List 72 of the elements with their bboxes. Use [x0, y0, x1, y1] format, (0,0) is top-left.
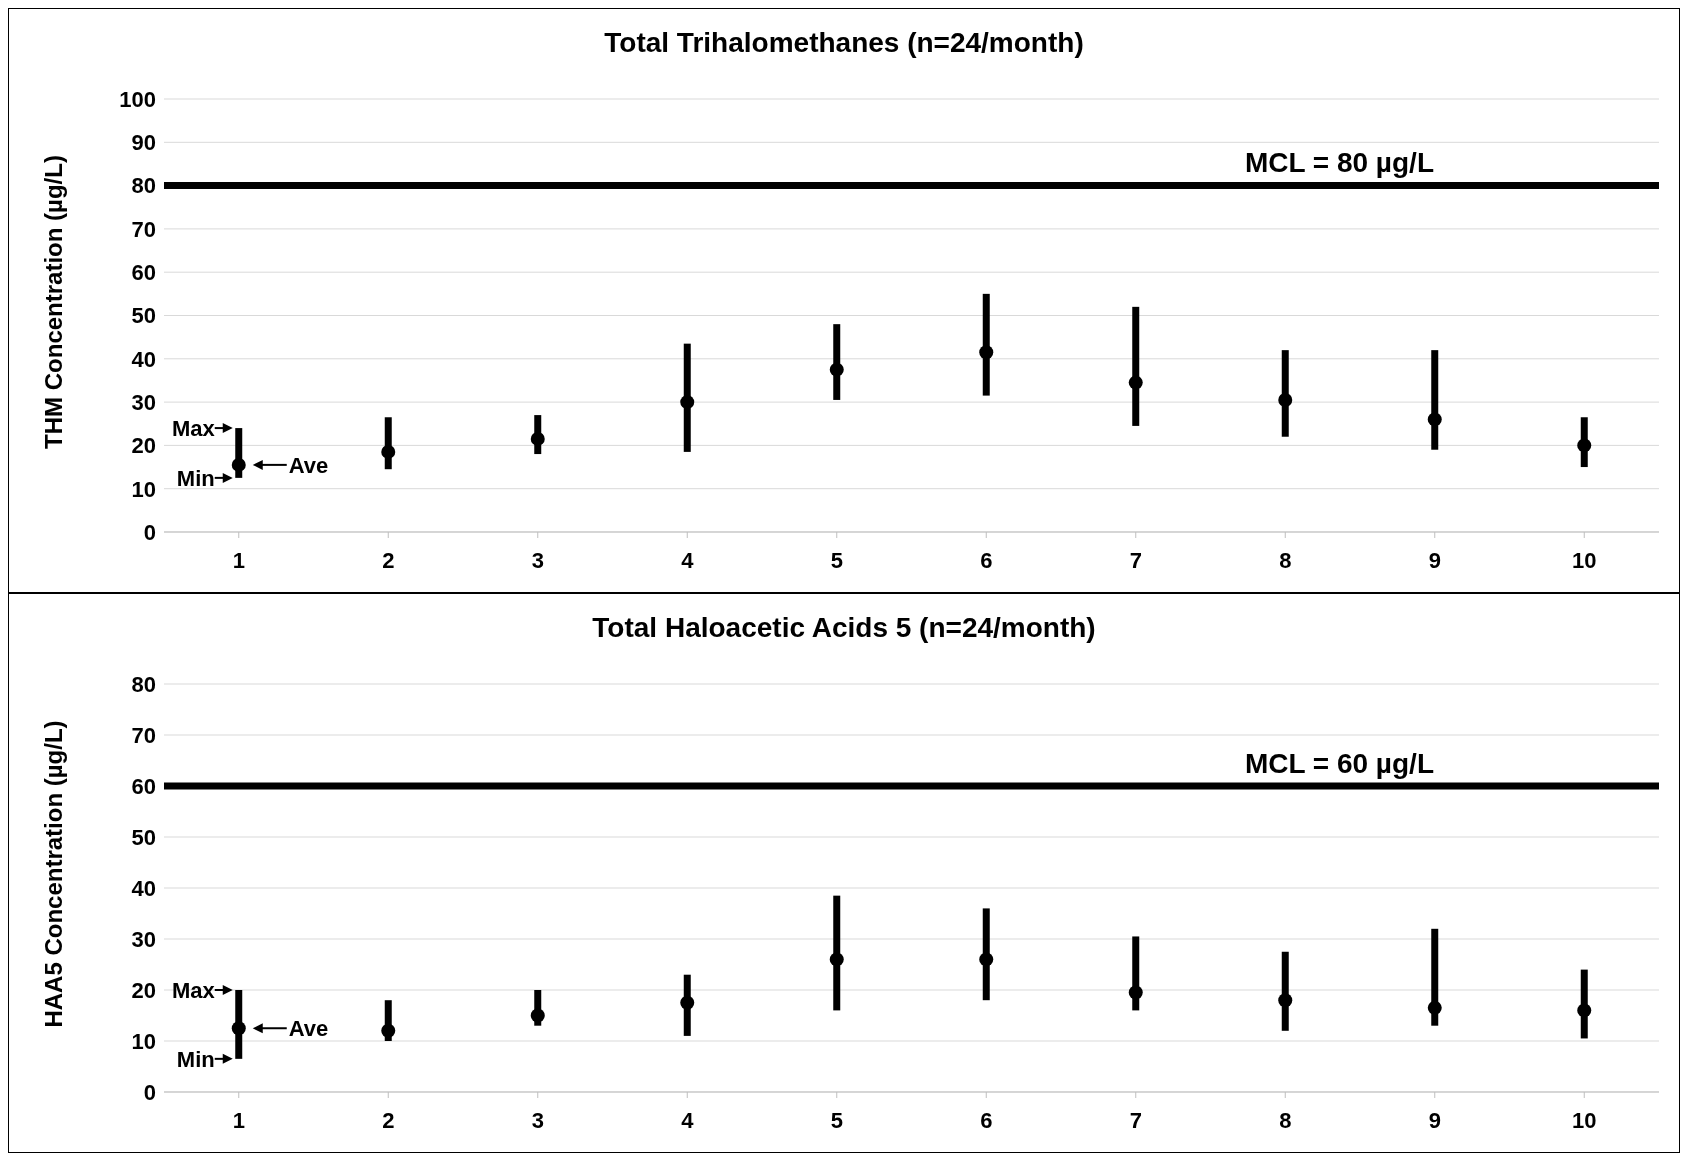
point — [1577, 1003, 1592, 1018]
y-axis-title: HAA5 Concentration (µg/L) — [40, 720, 68, 1028]
y-tick-label: 90 — [131, 130, 156, 156]
point — [1278, 993, 1293, 1008]
chart-title: Total Trihalomethanes (n=24/month) — [603, 27, 1085, 59]
ref-line-label: MCL = 80 µg/L — [1244, 147, 1434, 179]
x-tick-label: 6 — [980, 1107, 993, 1133]
y-tick-label: 60 — [131, 260, 156, 286]
y-tick-label: 70 — [131, 722, 156, 748]
y-tick-label: 0 — [143, 1079, 156, 1105]
x-tick-label: 1 — [232, 1107, 245, 1133]
annotation: Ave — [288, 452, 329, 478]
x-tick-label: 8 — [1279, 1107, 1292, 1133]
y-tick-label: 100 — [119, 86, 156, 112]
x-tick-label: 10 — [1572, 547, 1597, 573]
x-tick-label: 1 — [232, 547, 245, 573]
y-axis-title: THM Concentration (µg/L) — [40, 154, 68, 449]
y-tick-label: 10 — [131, 476, 156, 502]
x-tick-label: 3 — [531, 547, 544, 573]
x-tick-label: 6 — [980, 547, 993, 573]
chart-title: Total Haloacetic Acids 5 (n=24/month) — [591, 612, 1097, 644]
point — [381, 1023, 396, 1038]
point — [1128, 375, 1143, 390]
annotation: Min — [176, 1046, 215, 1072]
y-tick-label: 40 — [131, 875, 156, 901]
point — [829, 362, 844, 377]
x-tick-label: 9 — [1428, 1107, 1441, 1133]
point — [381, 444, 396, 459]
point — [530, 431, 545, 446]
y-tick-label: 80 — [131, 173, 156, 199]
x-tick-label: 2 — [382, 1107, 395, 1133]
x-tick-label: 7 — [1129, 547, 1142, 573]
point — [1128, 985, 1143, 1000]
y-tick-label: 20 — [131, 977, 156, 1003]
y-tick-label: 10 — [131, 1028, 156, 1054]
point — [1577, 438, 1592, 453]
y-tick-label: 80 — [131, 671, 156, 697]
point — [231, 1021, 246, 1036]
y-tick-label: 60 — [131, 773, 156, 799]
point — [829, 952, 844, 967]
annotation: Max — [171, 416, 216, 442]
point — [680, 995, 695, 1010]
x-tick-label: 5 — [830, 1107, 843, 1133]
y-tick-label: 40 — [131, 346, 156, 372]
x-tick-label: 4 — [681, 547, 695, 573]
y-tick-label: 30 — [131, 389, 156, 415]
y-tick-label: 30 — [131, 926, 156, 952]
ref-line-label: MCL = 60 µg/L — [1244, 747, 1434, 779]
point — [680, 395, 695, 410]
y-tick-label: 20 — [131, 433, 156, 459]
y-tick-label: 0 — [143, 519, 156, 545]
point — [1278, 392, 1293, 407]
annotation: Min — [176, 465, 215, 491]
x-tick-label: 2 — [382, 547, 395, 573]
annotation: Max — [171, 978, 216, 1003]
x-tick-label: 10 — [1572, 1107, 1597, 1133]
point — [1427, 412, 1442, 427]
point — [979, 345, 994, 360]
x-tick-label: 7 — [1129, 1107, 1142, 1133]
y-tick-label: 70 — [131, 216, 156, 242]
x-tick-label: 8 — [1279, 547, 1292, 573]
x-tick-label: 5 — [830, 547, 843, 573]
annotation: Ave — [288, 1016, 329, 1042]
x-tick-label: 9 — [1428, 547, 1441, 573]
y-tick-label: 50 — [131, 824, 156, 850]
x-tick-label: 4 — [681, 1107, 695, 1133]
y-tick-label: 50 — [131, 303, 156, 329]
point — [530, 1008, 545, 1023]
point — [1427, 1000, 1442, 1015]
point — [979, 952, 994, 967]
point — [231, 457, 246, 472]
x-tick-label: 3 — [531, 1107, 544, 1133]
